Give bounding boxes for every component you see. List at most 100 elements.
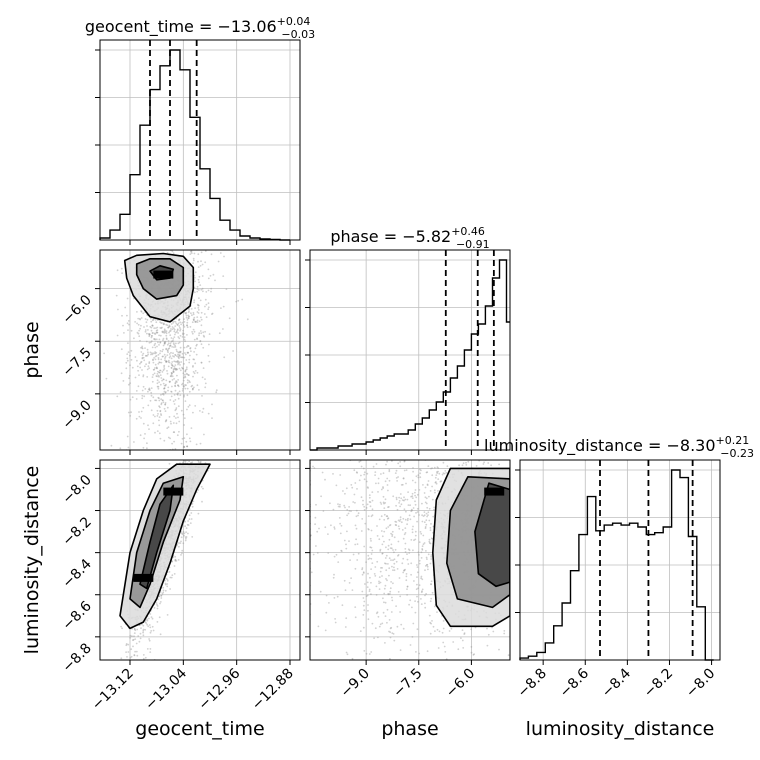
scatter-point [164,355,167,358]
scatter-point [399,595,402,598]
scatter-point [388,567,391,570]
scatter-point [463,447,465,449]
scatter-point [177,363,179,366]
scatter-point [174,360,177,363]
scatter-point [193,427,195,429]
scatter-point [416,520,418,523]
scatter-point [125,644,128,647]
scatter-point [171,560,174,563]
scatter-point [425,519,428,522]
scatter-point [430,537,433,540]
scatter-point [390,547,393,550]
scatter-point [138,335,141,338]
scatter-point [192,411,194,414]
scatter-point [128,375,131,377]
scatter-point [175,456,177,458]
scatter-point [139,362,141,365]
scatter-point [463,633,466,635]
scatter-point [167,326,170,329]
scatter-point [198,440,200,442]
scatter-point [174,558,177,561]
scatter-point [196,311,199,313]
scatter-point [183,376,185,379]
scatter-point [150,394,153,397]
scatter-point [362,503,364,506]
scatter-point [192,318,195,321]
scatter-point [172,338,175,340]
scatter-point [162,589,165,592]
scatter-point [183,532,186,535]
scatter-point [380,488,383,491]
contour-line-group [123,252,195,323]
scatter-point [132,645,134,648]
scatter-point [433,466,436,469]
scatter-point [217,260,220,263]
scatter-point [207,417,209,419]
scatter-point [193,301,196,304]
scatter-point [407,456,409,458]
scatter-point [443,472,446,475]
scatter-point [387,433,389,435]
scatter-point [122,324,124,327]
scatter-point [421,588,424,591]
scatter-point [177,384,179,387]
scatter-point [147,404,150,407]
scatter-point [383,518,386,521]
scatter-point [171,442,174,445]
scatter-point [189,522,192,524]
scatter-point [380,503,383,505]
scatter-point [421,590,423,593]
scatter-point [156,375,159,378]
scatter-point [182,385,185,387]
scatter-point [399,465,402,468]
scatter-point [202,487,204,490]
scatter-point [360,474,362,477]
scatter-point [420,434,422,436]
scatter-point [399,611,401,613]
scatter-point [166,585,169,588]
scatter-point [160,414,163,416]
scatter-point [190,252,193,255]
scatter-point [176,394,179,396]
scatter-point [346,514,348,517]
scatter-point [416,511,419,513]
scatter-point [374,399,376,401]
scatter-point [388,469,391,471]
scatter-point [167,342,170,345]
scatter-point [139,327,142,330]
scatter-point [178,361,181,364]
scatter-point [207,412,210,415]
scatter-point [183,385,186,388]
scatter-point [174,331,177,334]
scatter-point [409,644,412,646]
scatter-point [438,472,441,475]
scatter-point [173,403,176,405]
scatter-point [194,430,196,432]
scatter-point [324,629,327,632]
scatter-point [146,348,149,351]
scatter-point [197,427,199,429]
scatter-point [406,585,409,588]
scatter-point [472,654,475,656]
scatter-point [172,342,175,344]
scatter-point [188,435,190,437]
scatter-point [143,359,146,362]
scatter-point [177,353,179,356]
scatter-point [172,365,174,367]
x-axis-label-geocent-time: geocent_time [135,718,264,740]
scatter-point [383,592,386,595]
scatter-point [424,501,427,504]
scatter-point [420,577,422,580]
scatter-point [158,397,160,400]
scatter-point [149,399,152,402]
scatter-point [393,536,396,539]
scatter-point [132,457,134,459]
scatter-point [430,622,432,625]
scatter-point [392,456,394,458]
scatter-point [153,344,156,347]
scatter-point [152,396,155,399]
scatter-point [171,379,174,381]
scatter-point [367,618,370,621]
scatter-point [157,353,160,356]
scatter-point [144,347,146,349]
